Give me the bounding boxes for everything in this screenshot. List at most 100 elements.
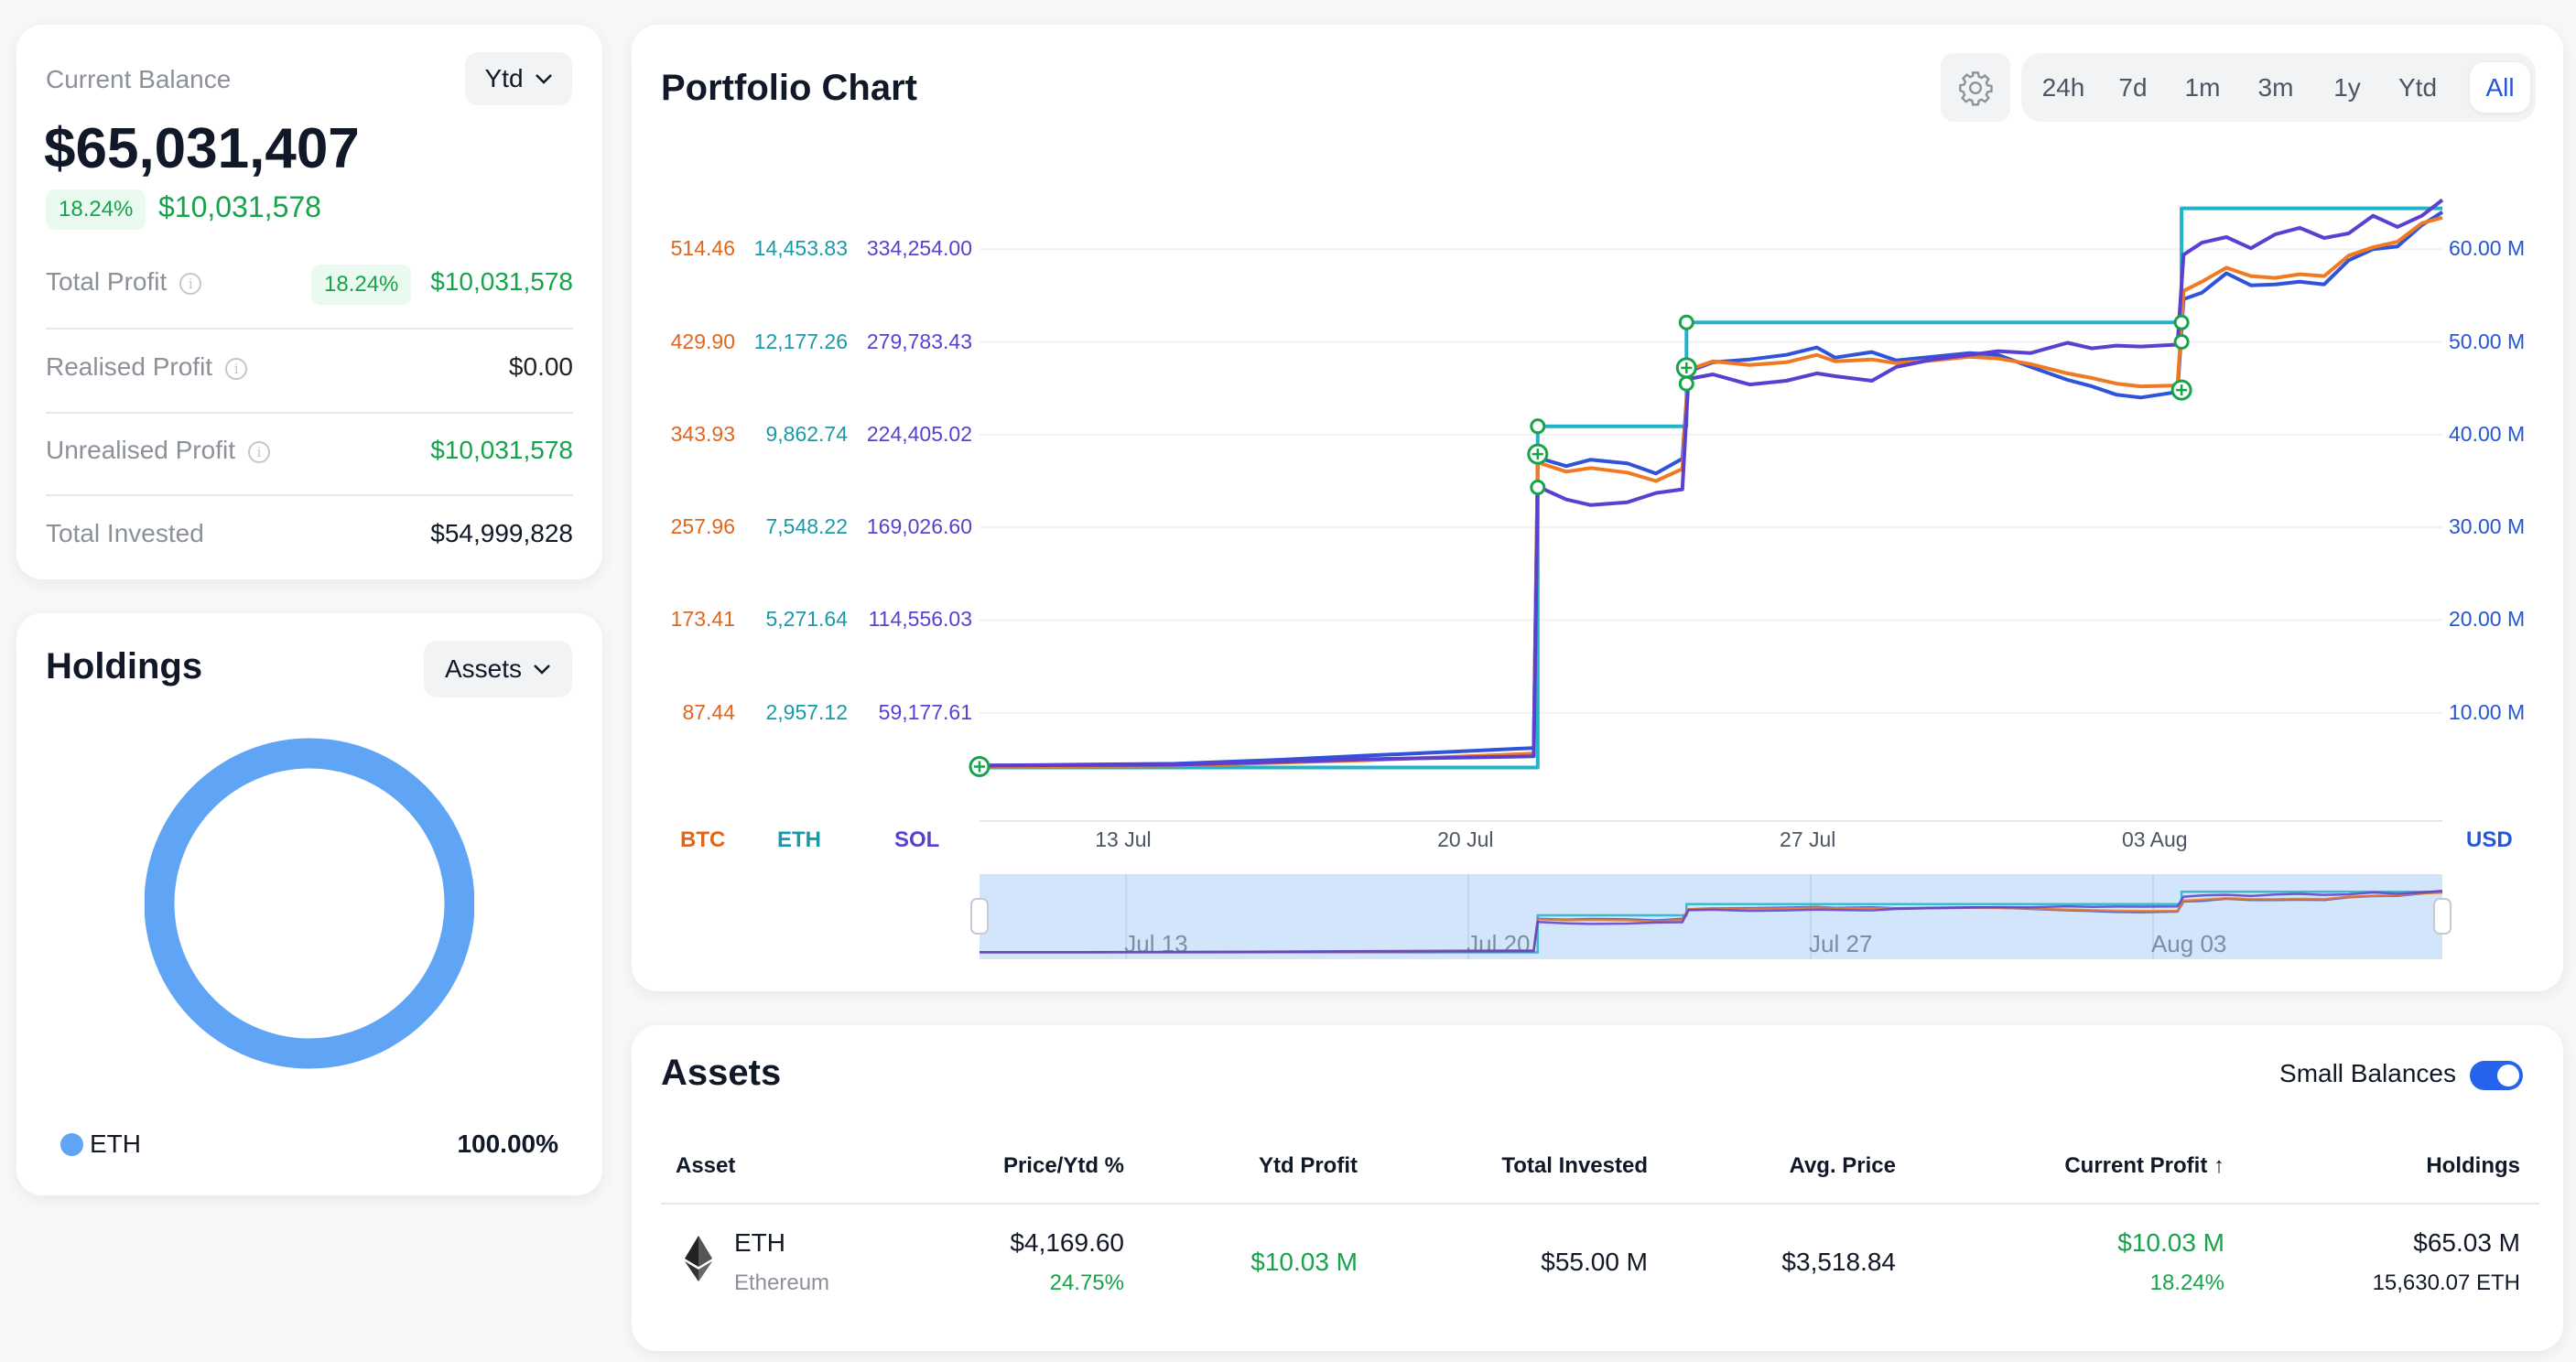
balance-change-badge: 18.24% [46, 189, 146, 230]
asset-current-profit-pct: 18.24% [2149, 1270, 2224, 1295]
col-price[interactable]: Price/Ytd % [1002, 1153, 1124, 1178]
right-axis-tick: 30.00 M [2449, 514, 2526, 539]
left-axis-label-eth: ETH [777, 827, 821, 852]
asset-ytd-pct: 24.75% [1049, 1270, 1124, 1295]
left-axis-tick-eth: 2,957.12 [765, 699, 848, 724]
donut-slice-eth[interactable] [145, 738, 474, 1069]
left-axis-tick-eth: 9,862.74 [765, 421, 848, 446]
unrealised-profit-value: $10,031,578 [430, 436, 573, 464]
range-1m[interactable]: 1m [2184, 73, 2221, 102]
ethereum-icon [685, 1236, 712, 1281]
left-axis-label-sol: SOL [894, 827, 940, 852]
holdings-title: Holdings [46, 646, 203, 686]
left-axis-tick-btc: 87.44 [682, 699, 735, 724]
left-axis-tick-sol: 59,177.61 [878, 699, 972, 724]
asset-symbol: ETH [734, 1228, 785, 1257]
divider [46, 412, 573, 414]
x-axis-tick: 03 Aug [2121, 827, 2188, 851]
table-header-divider [661, 1203, 2539, 1205]
balance-card: Current Balance Ytd $65,031,407 18.24% $… [16, 25, 602, 579]
legend-asset: ETH [90, 1130, 141, 1158]
col-asset: Asset [676, 1153, 736, 1178]
divider [46, 494, 573, 496]
chart-title: Portfolio Chart [661, 68, 917, 108]
info-icon[interactable]: i [179, 273, 202, 295]
balance-change-value: $10,031,578 [158, 190, 321, 223]
info-icon[interactable]: i [225, 358, 248, 380]
legend-percent: 100.00% [457, 1130, 558, 1158]
left-axis-tick-sol: 169,026.60 [866, 514, 972, 539]
left-axis-tick-sol: 334,254.00 [866, 236, 972, 261]
period-dropdown[interactable]: Ytd [465, 52, 572, 105]
asset-total-invested: $55.00 M [1541, 1248, 1648, 1276]
chevron-down-icon [535, 74, 552, 84]
col-ytd-profit[interactable]: Ytd Profit [1259, 1153, 1358, 1178]
range-selector: 24h 7d 1m 3m 1y Ytd All [2021, 53, 2536, 122]
asset-name: Ethereum [734, 1270, 830, 1295]
left-axis-tick-eth: 12,177.26 [753, 329, 848, 353]
asset-current-profit: $10.03 M [2117, 1228, 2224, 1257]
col-current-profit[interactable]: Current Profit ↑ [2064, 1153, 2224, 1178]
assets-title: Assets [661, 1053, 782, 1093]
assets-card [632, 1025, 2563, 1351]
range-all[interactable]: All [2470, 62, 2530, 113]
small-balances-toggle[interactable] [2470, 1061, 2523, 1090]
holdings-donut [145, 738, 474, 1069]
left-axis-tick-btc: 343.93 [670, 421, 735, 446]
right-axis-tick: 50.00 M [2449, 329, 2526, 353]
chevron-down-icon [534, 665, 550, 675]
total-profit-value: $10,031,578 [430, 267, 573, 296]
range-7d[interactable]: 7d [2118, 73, 2148, 102]
balance-label: Current Balance [46, 65, 232, 93]
x-axis-tick: 27 Jul [1780, 827, 1836, 851]
left-axis-tick-eth: 5,271.64 [765, 607, 848, 632]
total-invested-label: Total Invested [46, 519, 204, 547]
holdings-selector[interactable]: Assets [424, 641, 572, 697]
range-ytd[interactable]: Ytd [2397, 73, 2438, 102]
right-axis-tick: 20.00 M [2449, 607, 2526, 632]
right-axis-tick: 40.00 M [2449, 421, 2526, 446]
range-3m[interactable]: 3m [2257, 73, 2294, 102]
x-axis-tick: 20 Jul [1437, 827, 1494, 851]
left-axis-tick-btc: 514.46 [670, 236, 735, 261]
asset-price: $4,169.60 [1010, 1228, 1124, 1257]
range-24h[interactable]: 24h [2041, 73, 2085, 102]
right-axis-tick: 10.00 M [2449, 699, 2526, 724]
right-axis-tick: 60.00 M [2449, 236, 2526, 261]
asset-holdings-value: $65.03 M [2413, 1228, 2520, 1257]
range-1y[interactable]: 1y [2333, 73, 2361, 102]
info-icon[interactable]: i [247, 441, 270, 463]
chart-settings-button[interactable] [1941, 53, 2010, 122]
holdings-selector-value: Assets [444, 654, 523, 683]
left-axis-tick-sol: 279,783.43 [866, 329, 972, 353]
asset-holdings-amount: 15,630.07 ETH [2372, 1270, 2520, 1295]
left-axis-label-btc: BTC [680, 827, 726, 852]
period-value: Ytd [484, 64, 524, 92]
left-axis-tick-btc: 173.41 [670, 607, 735, 632]
left-axis-tick-sol: 224,405.02 [866, 421, 972, 446]
total-profit-label: Total Profit i [46, 267, 202, 297]
left-axis-tick-btc: 429.90 [670, 329, 735, 353]
legend-dot-eth [60, 1133, 83, 1156]
left-axis-tick-btc: 257.96 [670, 514, 735, 539]
unrealised-profit-label: Unrealised Profit i [46, 436, 270, 465]
gear-icon [1959, 70, 1993, 105]
balance-value: $65,031,407 [44, 117, 360, 180]
total-invested-value: $54,999,828 [430, 519, 573, 547]
right-axis-label: USD [2466, 827, 2513, 852]
left-axis-tick-eth: 14,453.83 [753, 236, 848, 261]
total-profit-badge: 18.24% [311, 265, 412, 305]
col-total-invested[interactable]: Total Invested [1501, 1153, 1648, 1178]
divider [46, 328, 573, 330]
asset-avg-price: $3,518.84 [1781, 1248, 1896, 1276]
realised-profit-label: Realised Profit i [46, 352, 248, 382]
col-avg-price[interactable]: Avg. Price [1789, 1153, 1897, 1178]
x-axis-tick: 13 Jul [1095, 827, 1152, 851]
holdings-card: Holdings Assets ETH 100.00% [16, 613, 602, 1195]
left-axis-tick-eth: 7,548.22 [765, 514, 848, 539]
left-axis-tick-sol: 114,556.03 [868, 607, 972, 632]
col-holdings[interactable]: Holdings [2426, 1153, 2520, 1178]
toggle-knob [2497, 1065, 2519, 1086]
small-balances-label: Small Balances [2279, 1059, 2456, 1087]
realised-profit-value: $0.00 [508, 352, 573, 381]
